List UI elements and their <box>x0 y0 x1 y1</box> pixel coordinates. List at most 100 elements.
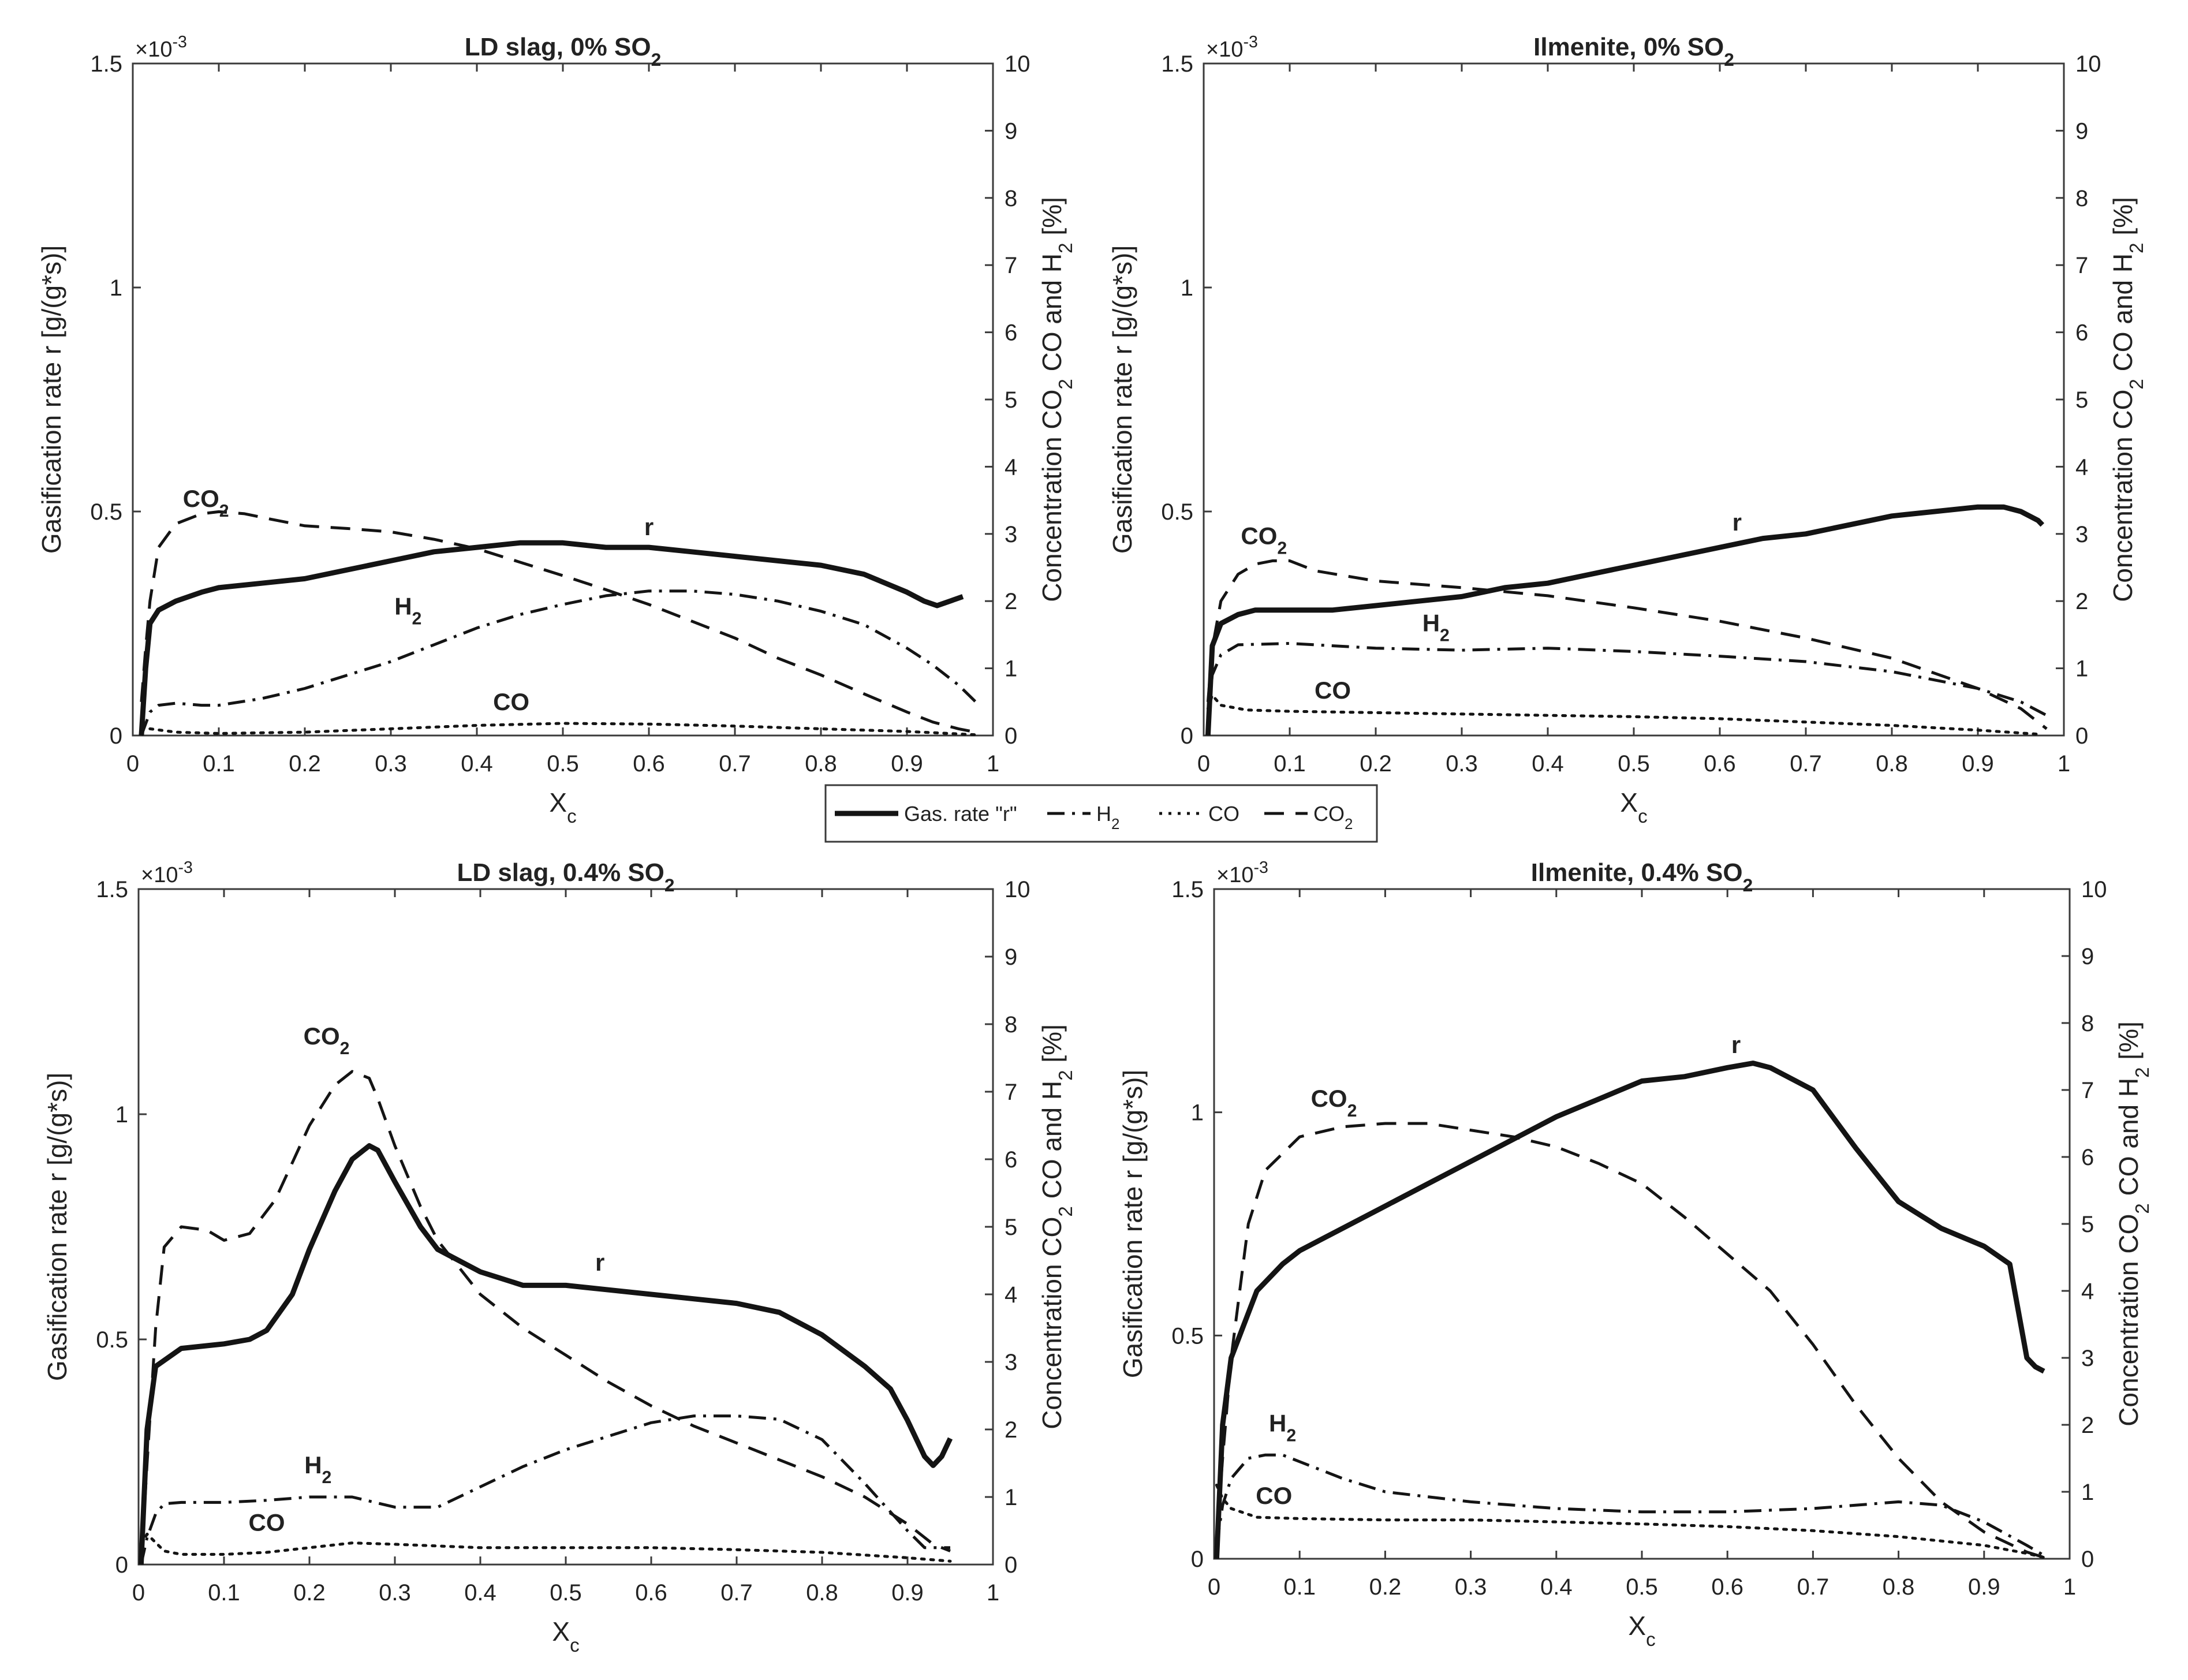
x-tick-label: 0.1 <box>203 751 235 776</box>
y2-tick-label: 8 <box>2075 186 2088 211</box>
y2-tick-label: 5 <box>2075 387 2088 413</box>
annotation-label: CO <box>493 688 529 715</box>
y-exponent-label: ×10-3 <box>1216 858 1268 887</box>
y-tick-label: 1 <box>115 1102 128 1128</box>
series-co-line <box>1215 1483 2045 1559</box>
y2-tick-label: 6 <box>2075 320 2088 346</box>
legend-box <box>824 784 1378 843</box>
y-tick-label: 1.5 <box>90 51 122 77</box>
y-tick-label: 1.5 <box>1161 51 1193 77</box>
x-tick-label: 0 <box>132 1580 145 1606</box>
x-tick-label: 0.4 <box>1540 1574 1573 1600</box>
x-tick-label: 1 <box>2058 751 2070 776</box>
y2-tick-label: 3 <box>2081 1346 2094 1371</box>
y2-tick-label: 4 <box>1005 1282 1017 1308</box>
y2-tick-label: 2 <box>1005 1417 1017 1443</box>
x-tick-label: 0.9 <box>1962 751 1994 776</box>
x-tick-label: 0.8 <box>806 1580 838 1606</box>
y-exponent-label: ×10-3 <box>141 858 193 887</box>
y-tick-label: 0 <box>110 723 122 749</box>
series-h2-line <box>140 589 977 736</box>
y2-tick-label: 7 <box>2075 253 2088 278</box>
y2-tick-label: 8 <box>2081 1011 2094 1036</box>
annotation-label: r <box>595 1249 604 1276</box>
x-tick-label: 0.1 <box>208 1580 240 1606</box>
y-tick-label: 0 <box>1191 1547 1204 1572</box>
y2-axis-label: Concentration CO2 CO and H2 [%] <box>2114 1021 2153 1427</box>
y2-tick-label: 5 <box>1005 1215 1017 1240</box>
series-h2-line <box>1215 1453 2045 1557</box>
y2-tick-label: 10 <box>2075 51 2101 77</box>
series-h2-line <box>139 1414 950 1565</box>
annotation-label: CO2 <box>183 485 229 521</box>
legend-label: H2 <box>1096 802 1119 832</box>
series-co-line <box>139 1532 952 1563</box>
series-co-line <box>1206 693 2040 736</box>
y2-tick-label: 0 <box>1005 723 1017 749</box>
annotation-label: r <box>1733 509 1742 536</box>
annotation-label: H2 <box>394 592 421 628</box>
panel-title: Ilmenite, 0.4% SO2 <box>1531 858 1753 895</box>
y2-tick-label: 9 <box>2081 944 2094 969</box>
y-exponent-label: ×10-3 <box>135 33 187 62</box>
x-tick-label: 0.8 <box>1876 751 1908 776</box>
y2-tick-label: 4 <box>2081 1279 2094 1304</box>
annotation-label: r <box>1731 1031 1741 1058</box>
plot-area <box>132 62 994 737</box>
y-tick-label: 1.5 <box>96 877 128 902</box>
annotation-label: CO2 <box>1311 1085 1357 1121</box>
x-axis-label: Xc <box>549 787 576 827</box>
y-tick-label: 0 <box>115 1552 128 1578</box>
x-axis-label: Xc <box>1628 1611 1655 1651</box>
x-tick-label: 0.9 <box>891 751 923 776</box>
x-tick-label: 0.2 <box>1360 751 1392 776</box>
x-tick-label: 0 <box>1208 1574 1220 1600</box>
x-tick-label: 0.2 <box>293 1580 326 1606</box>
panel-title: Ilmenite, 0% SO2 <box>1533 33 1734 70</box>
x-axis-label: Xc <box>552 1616 579 1656</box>
y2-tick-label: 5 <box>1005 387 1017 413</box>
y2-tick-label: 10 <box>1005 51 1030 77</box>
y2-tick-label: 0 <box>1005 1552 1017 1578</box>
y-axis-label: Gasification rate r [g/(g*s)] <box>42 1073 72 1381</box>
x-tick-label: 1 <box>987 1580 999 1606</box>
x-tick-label: 0.3 <box>1446 751 1478 776</box>
y2-tick-label: 7 <box>1005 253 1017 278</box>
y2-tick-label: 5 <box>2081 1212 2094 1237</box>
x-tick-label: 0.9 <box>891 1580 924 1606</box>
x-tick-label: 0.4 <box>1532 751 1564 776</box>
x-tick-label: 0.1 <box>1283 1574 1316 1600</box>
y2-tick-label: 10 <box>1005 877 1030 902</box>
annotation-label: H2 <box>304 1451 331 1487</box>
series-gas-rate-r-line <box>1214 1061 2045 1559</box>
annotation-label: CO <box>1256 1482 1292 1509</box>
x-tick-label: 0.6 <box>635 1580 667 1606</box>
y2-tick-label: 3 <box>1005 1350 1017 1375</box>
x-tick-label: 0.3 <box>375 751 407 776</box>
y2-axis-label: Concentration CO2 CO and H2 [%] <box>1037 1024 1077 1429</box>
y-tick-label: 0.5 <box>96 1327 128 1353</box>
annotation-label: CO2 <box>304 1022 350 1058</box>
annotation-label: H2 <box>1422 610 1450 645</box>
legend: Gas. rate "r" H2 CO CO2 <box>824 784 1378 843</box>
series-co2-line <box>139 1070 951 1565</box>
x-axis-label: Xc <box>1620 787 1647 827</box>
y2-axis-label: Concentration CO2 CO and H2 [%] <box>1037 197 1077 602</box>
x-tick-label: 0.8 <box>805 751 837 776</box>
x-tick-label: 0.3 <box>1455 1574 1487 1600</box>
annotation-label: r <box>644 513 654 540</box>
x-tick-label: 0.6 <box>1704 751 1736 776</box>
y2-tick-label: 3 <box>2075 522 2088 547</box>
y2-tick-label: 6 <box>2081 1145 2094 1170</box>
panel-2: 0 0.1 0.2 0.3 0.4 0.5 0.6 0.7 0.8 0.9 100.511.5012… <box>1107 33 2148 827</box>
y2-tick-label: 4 <box>1005 454 1017 480</box>
y-tick-label: 0.5 <box>1161 499 1193 525</box>
x-tick-label: 0.5 <box>1618 751 1650 776</box>
x-tick-label: 0.2 <box>289 751 321 776</box>
y2-tick-label: 2 <box>2075 589 2088 614</box>
panel-title: LD slag, 0.4% SO2 <box>457 858 674 895</box>
x-tick-label: 0.3 <box>379 1580 411 1606</box>
x-tick-label: 0.8 <box>1883 1574 1915 1600</box>
y2-tick-label: 7 <box>1005 1080 1017 1105</box>
panel-3: 0 0.1 0.2 0.3 0.4 0.5 0.6 0.7 0.8 0.9 100.511.5012… <box>42 858 1077 1656</box>
